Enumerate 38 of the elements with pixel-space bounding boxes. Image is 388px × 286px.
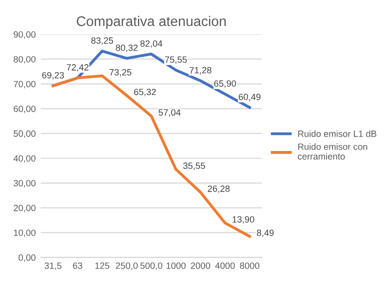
data-label: 73,25: [110, 69, 132, 77]
y-tick-label: 70,00: [14, 80, 36, 88]
y-tick-label: 80,00: [14, 56, 36, 64]
legend-label: Ruido emisor con cerramiento: [298, 143, 368, 160]
data-label: 60,49: [238, 94, 260, 102]
chart-title: Comparativa atenuacion: [76, 16, 226, 29]
data-label: 65,90: [214, 80, 236, 88]
y-tick-label: 30,00: [14, 180, 36, 188]
y-tick-label: 20,00: [14, 204, 36, 212]
y-tick-label: 50,00: [14, 130, 36, 138]
x-tick-label: 31,5: [44, 262, 62, 270]
y-tick-label: 0,00: [18, 254, 36, 262]
data-label: 8,49: [256, 230, 274, 238]
legend-label: Ruido emisor L1 dB: [298, 130, 376, 137]
x-tick-label: 250,0: [116, 262, 138, 270]
data-label: 65,32: [134, 88, 156, 96]
data-label: 26,28: [208, 186, 230, 193]
data-label: 83,25: [91, 37, 114, 45]
x-tick-label: 8000: [240, 262, 260, 269]
y-tick-label: 40,00: [13, 155, 36, 163]
y-tick-label: 90,00: [14, 31, 36, 39]
data-label: 35,55: [183, 162, 206, 170]
y-tick-label: 60,00: [14, 106, 36, 114]
data-label: 57,04: [158, 109, 181, 117]
x-tick-label: 500,0: [140, 262, 162, 270]
x-tick-label: 4000: [215, 262, 235, 269]
data-label: 82,04: [140, 40, 162, 48]
x-tick-label: 63: [73, 262, 82, 269]
x-tick-label: 1000: [166, 262, 186, 269]
data-label: 71,28: [190, 66, 212, 74]
data-label: 69,23: [42, 72, 64, 80]
data-label: 80,32: [116, 44, 138, 52]
data-label: 72,42: [66, 64, 88, 72]
x-tick-label: 2000: [190, 262, 210, 269]
x-tick-label: 125: [95, 262, 110, 269]
data-label: 13,90: [232, 216, 254, 224]
y-tick-label: 10,00: [14, 230, 36, 238]
data-label: 75,55: [165, 56, 187, 64]
